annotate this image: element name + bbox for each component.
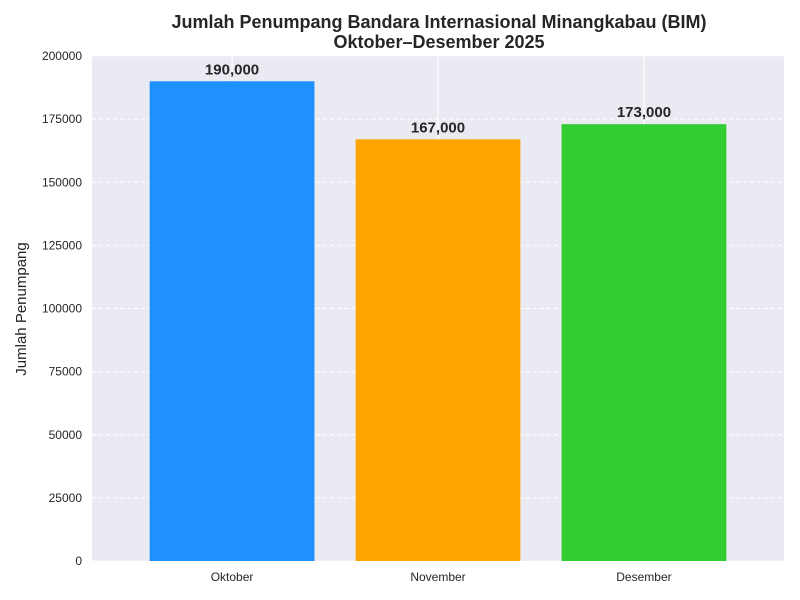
bar-desember: [561, 124, 727, 562]
bar-oktober: [149, 81, 315, 561]
chart-title-line2: Oktober–Desember 2025: [333, 32, 544, 52]
y-tick-label: 0: [75, 554, 82, 568]
data-label-oktober: 190,000: [205, 61, 259, 78]
y-tick-label: 200000: [42, 49, 82, 63]
y-axis-label: Jumlah Penumpang: [13, 242, 30, 375]
x-tick-label: November: [410, 570, 465, 584]
y-tick-label: 100000: [42, 302, 82, 316]
data-label-november: 167,000: [411, 119, 465, 136]
y-axis-ticks: 0 25000 50000 75000 100000 125000 150000 175000…: [42, 49, 82, 568]
y-tick-label: 150000: [42, 175, 82, 189]
bars: [149, 81, 727, 562]
x-axis-ticks: Oktober November Desember: [211, 570, 672, 584]
chart-title-line1: Jumlah Penumpang Bandara Internasional M…: [171, 12, 706, 32]
x-tick-label: Desember: [616, 570, 671, 584]
y-tick-label: 50000: [49, 428, 83, 442]
y-tick-label: 75000: [49, 365, 83, 379]
y-tick-label: 125000: [42, 238, 82, 252]
x-tick-label: Oktober: [211, 570, 254, 584]
data-label-desember: 173,000: [617, 104, 671, 121]
y-tick-label: 175000: [42, 112, 82, 126]
data-labels: 190,000 167,000 173,000: [205, 61, 671, 136]
bar-november: [355, 139, 521, 561]
y-tick-label: 25000: [49, 491, 83, 505]
